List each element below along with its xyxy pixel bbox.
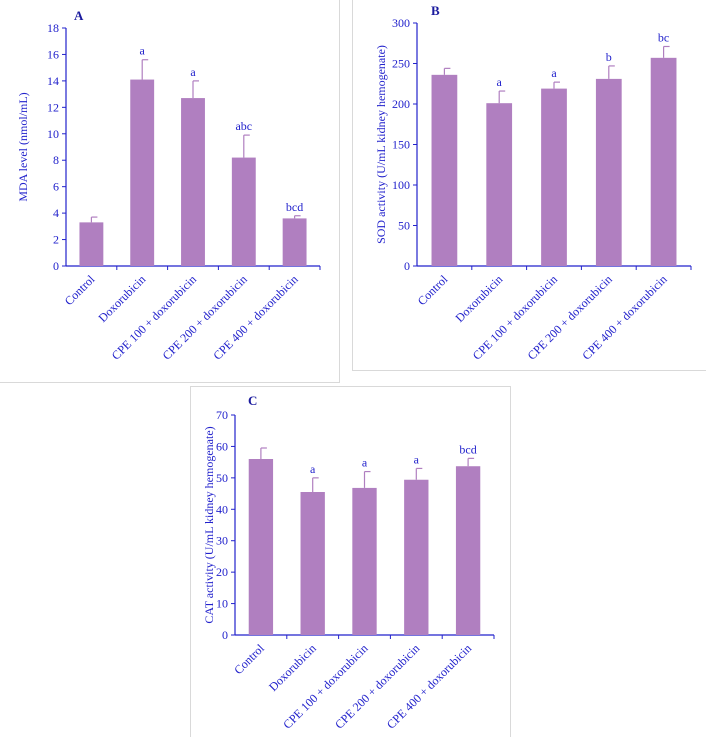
significance-label: a bbox=[190, 65, 196, 79]
significance-label: a bbox=[140, 44, 146, 58]
bar bbox=[431, 74, 458, 266]
y-tick-label: 10 bbox=[216, 597, 228, 611]
significance-label: a bbox=[551, 66, 557, 80]
y-tick-label: 14 bbox=[47, 74, 59, 88]
bar bbox=[79, 222, 104, 266]
bar bbox=[455, 466, 481, 635]
y-tick-label: 70 bbox=[216, 408, 228, 422]
y-tick-label: 100 bbox=[392, 178, 410, 192]
category-label: CPE 400 + doxorubicin bbox=[384, 641, 474, 731]
y-tick-label: 20 bbox=[216, 565, 228, 579]
significance-label: a bbox=[497, 75, 503, 89]
y-axis-title: SOD activity (U/mL kidney hemogenate) bbox=[374, 45, 388, 244]
significance-label: abc bbox=[235, 119, 252, 133]
y-tick-label: 50 bbox=[216, 471, 228, 485]
chart-c: C CAT activity (U/mL kidney hemogenate) 0 1… bbox=[202, 393, 495, 732]
y-tick-label: 200 bbox=[392, 97, 410, 111]
category-label: Doxorubicin bbox=[96, 272, 149, 325]
y-tick-label: 2 bbox=[53, 233, 59, 247]
significance-label: a bbox=[414, 452, 420, 466]
y-tick-label: 16 bbox=[47, 47, 59, 61]
y-tick-label: 250 bbox=[392, 57, 410, 71]
panel-letter: A bbox=[74, 8, 84, 23]
category-label: Control bbox=[62, 272, 98, 308]
chart-b: B SOD activity (U/mL kidney hemogenate) 0 5… bbox=[374, 3, 692, 363]
y-tick-label: 8 bbox=[53, 153, 59, 167]
y-tick-label: 0 bbox=[222, 628, 228, 642]
category-label: CPE 200 + doxorubicin bbox=[160, 272, 250, 362]
significance-label: b bbox=[606, 50, 612, 64]
bar bbox=[650, 57, 677, 266]
category-label: Control bbox=[231, 641, 267, 677]
significance-label: a bbox=[362, 456, 368, 470]
chart-panel-c: C CAT activity (U/mL kidney hemogenate) 0 1… bbox=[190, 386, 511, 737]
chart-panel-a: A MDA level (nmol/mL) 0 2 4 6 8 10 12 14 16 18 Contr… bbox=[0, 0, 340, 383]
y-tick-label: 300 bbox=[392, 16, 410, 30]
y-tick-label: 18 bbox=[47, 21, 59, 35]
panel-letter: C bbox=[248, 393, 257, 408]
significance-label: bcd bbox=[459, 442, 476, 456]
category-label: CPE 200 + doxorubicin bbox=[332, 641, 422, 731]
y-tick-label: 150 bbox=[392, 138, 410, 152]
chart-a: A MDA level (nmol/mL) 0 2 4 6 8 10 12 14 16 18 Contr… bbox=[16, 8, 321, 363]
bar bbox=[181, 98, 205, 266]
bar bbox=[282, 218, 307, 266]
significance-label: a bbox=[310, 462, 316, 476]
category-label: Control bbox=[415, 272, 451, 308]
y-axis-title: MDA level (nmol/mL) bbox=[16, 92, 30, 201]
bar bbox=[300, 492, 325, 635]
y-tick-label: 40 bbox=[216, 502, 228, 516]
bar bbox=[352, 487, 377, 635]
category-label: CPE 100 + doxorubicin bbox=[109, 272, 199, 362]
category-label: CPE 100 + doxorubicin bbox=[280, 641, 370, 731]
bar bbox=[130, 79, 155, 266]
category-label: Doxorubicin bbox=[266, 641, 319, 694]
y-tick-label: 30 bbox=[216, 534, 228, 548]
chart-panel-b: B SOD activity (U/mL kidney hemogenate) 0 5… bbox=[352, 0, 706, 371]
significance-label: bc bbox=[658, 30, 669, 44]
bar bbox=[231, 157, 256, 266]
y-tick-label: 0 bbox=[404, 259, 410, 273]
panel-letter: B bbox=[431, 3, 440, 18]
y-tick-label: 50 bbox=[398, 219, 410, 233]
y-axis-title: CAT activity (U/mL kidney hemogenate) bbox=[202, 426, 216, 623]
significance-label: bcd bbox=[286, 200, 303, 214]
bar bbox=[486, 103, 513, 266]
y-tick-label: 12 bbox=[47, 100, 59, 114]
y-tick-label: 0 bbox=[53, 259, 59, 273]
bar bbox=[595, 78, 622, 266]
y-tick-label: 6 bbox=[53, 180, 59, 194]
bar bbox=[541, 88, 567, 266]
category-label: Doxorubicin bbox=[453, 272, 506, 325]
bar bbox=[404, 479, 429, 635]
category-label: CPE 400 + doxorubicin bbox=[210, 272, 300, 362]
y-tick-label: 4 bbox=[53, 206, 59, 220]
y-tick-label: 10 bbox=[47, 127, 59, 141]
bar bbox=[248, 459, 274, 635]
y-tick-label: 60 bbox=[216, 439, 228, 453]
